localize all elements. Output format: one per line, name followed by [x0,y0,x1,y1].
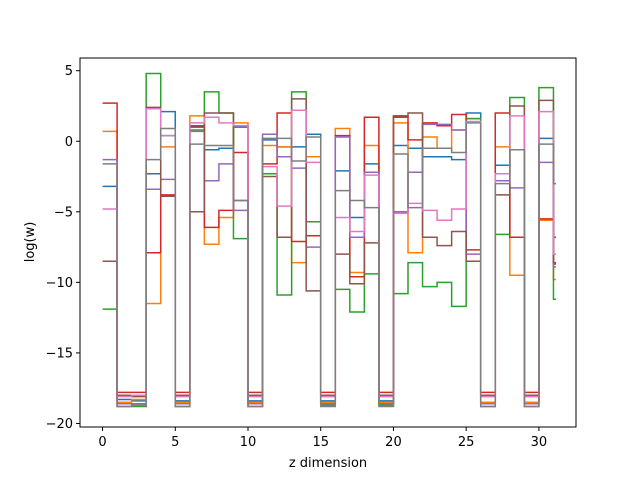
y-tick-label: −20 [46,417,73,432]
x-axis-label: z dimension [289,456,367,471]
series-line-6 [102,98,557,398]
y-tick-label: 0 [65,135,73,150]
plot-frame [79,57,577,428]
y-axis-label: log(w) [23,222,38,263]
y-tick-label: −15 [46,346,73,361]
y-tick-label: −10 [46,276,73,291]
y-tick-label: −5 [54,205,73,220]
series-line-8 [102,122,557,408]
x-tick-label: 5 [171,435,179,450]
series-layer [102,72,557,408]
y-tick-label: 5 [65,64,73,79]
y-axis-ticks: −20 −15 −10 −5 0 5 [46,64,80,432]
series-line-5 [102,123,557,405]
x-axis-ticks: 0 5 10 15 20 25 30 [98,427,547,450]
series-line-2 [102,115,557,404]
x-tick-label: 0 [98,435,106,450]
series-line-7 [102,108,557,398]
series-line-1 [102,110,557,404]
x-tick-label: 10 [240,435,257,450]
series-line-3 [102,72,557,408]
x-tick-label: 15 [312,435,329,450]
x-tick-label: 20 [385,435,402,450]
x-tick-label: 25 [458,435,475,450]
x-tick-label: 30 [531,435,548,450]
